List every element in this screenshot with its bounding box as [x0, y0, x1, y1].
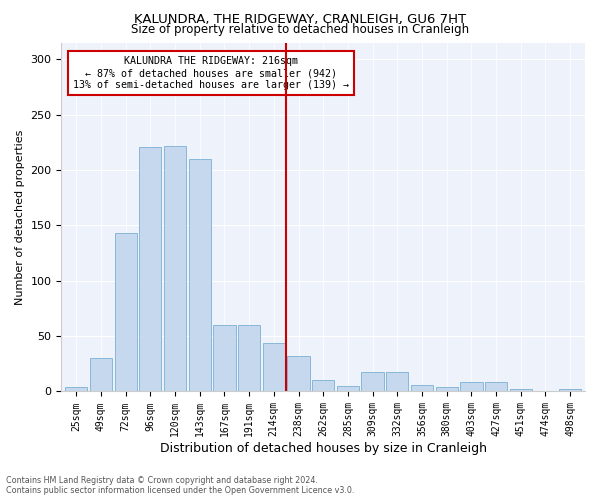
Text: Contains HM Land Registry data © Crown copyright and database right 2024.
Contai: Contains HM Land Registry data © Crown c… [6, 476, 355, 495]
Bar [238, 325, 260, 392]
Bar [164, 146, 186, 392]
Bar [312, 380, 334, 392]
Text: KALUNDRA, THE RIDGEWAY, CRANLEIGH, GU6 7HT: KALUNDRA, THE RIDGEWAY, CRANLEIGH, GU6 7… [134, 12, 466, 26]
Bar [213, 325, 236, 392]
Bar [139, 146, 161, 392]
Bar [115, 233, 137, 392]
Bar [411, 385, 433, 392]
Bar [188, 159, 211, 392]
Bar [287, 356, 310, 392]
X-axis label: Distribution of detached houses by size in Cranleigh: Distribution of detached houses by size … [160, 442, 487, 455]
Bar [436, 387, 458, 392]
Bar [386, 372, 409, 392]
Text: KALUNDRA THE RIDGEWAY: 216sqm
← 87% of detached houses are smaller (942)
13% of : KALUNDRA THE RIDGEWAY: 216sqm ← 87% of d… [73, 56, 349, 90]
Bar [90, 358, 112, 392]
Text: Size of property relative to detached houses in Cranleigh: Size of property relative to detached ho… [131, 22, 469, 36]
Bar [460, 382, 482, 392]
Bar [263, 342, 285, 392]
Y-axis label: Number of detached properties: Number of detached properties [15, 130, 25, 304]
Bar [337, 386, 359, 392]
Bar [65, 387, 88, 392]
Bar [361, 372, 384, 392]
Bar [509, 390, 532, 392]
Bar [559, 390, 581, 392]
Bar [485, 382, 507, 392]
